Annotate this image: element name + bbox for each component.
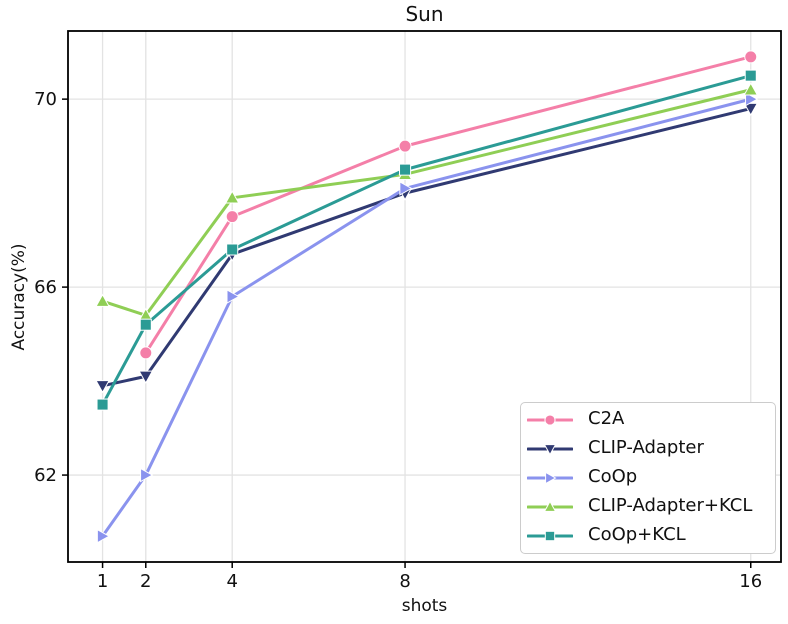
x-axis-label: shots (401, 596, 448, 616)
marker-coop-kcl-1 (96, 398, 109, 411)
legend-marker-coop-kcl (544, 530, 556, 541)
legend-swatch-coop (527, 471, 573, 485)
legend-item-coop: CoOp (527, 464, 769, 491)
marker-c2a-4 (225, 210, 239, 224)
marker-c2a-8 (398, 139, 412, 153)
marker-clip-adapter-2 (138, 370, 154, 384)
y-tick-label-66: 66 (34, 277, 57, 298)
x-tick-label-8: 8 (399, 571, 410, 592)
marker-clip-adapter-1 (95, 380, 110, 394)
series-line-clip-adapter (101, 107, 753, 388)
marker-coop-16 (745, 91, 759, 107)
x-tick-label-2: 2 (140, 571, 151, 592)
legend-item-c2a: C2A (527, 407, 769, 434)
legend-item-clip-adapter: CLIP-Adapter (527, 436, 769, 463)
marker-coop-kcl-2 (139, 318, 152, 331)
marker-coop-2 (140, 467, 154, 483)
marker-coop-kcl-4 (226, 243, 239, 256)
y-tick-label-70: 70 (34, 89, 57, 110)
marker-c2a-2 (139, 346, 153, 360)
marker-coop-4 (226, 289, 240, 304)
legend-label-c2a: C2A (588, 408, 625, 430)
series-line-c2a (144, 55, 753, 355)
legend-marker-c2a (544, 414, 556, 426)
marker-clip-adapter-kcl-1 (95, 293, 110, 307)
legend-label-clip-adapter-kcl: CLIP-Adapter+KCL (588, 494, 753, 516)
legend: C2A CLIP-Adapter CoOp CLIP-Adapter+KCL CoOp+… (520, 402, 776, 554)
marker-clip-adapter-16 (743, 102, 759, 117)
legend-swatch-clip-adapter-kcl (527, 500, 573, 512)
marker-coop-kcl-8 (399, 163, 412, 176)
legend-item-coop-kcl: CoOp+KCL (527, 522, 769, 549)
legend-item-clip-adapter-kcl: CLIP-Adapter+KCL (527, 493, 769, 520)
legend-label-coop: CoOp (588, 465, 638, 487)
marker-clip-adapter-kcl-16 (743, 82, 759, 96)
chart-title: Sun (405, 2, 444, 26)
x-tick-label-16: 16 (739, 571, 762, 592)
legend-label-coop-kcl: CoOp+KCL (588, 523, 686, 545)
marker-c2a-16 (744, 50, 758, 64)
marker-clip-adapter-kcl-4 (224, 190, 240, 204)
marker-coop-kcl-16 (744, 69, 757, 82)
marker-coop-8 (399, 181, 413, 196)
x-tick-label-1: 1 (97, 571, 108, 592)
legend-swatch-c2a (527, 414, 573, 426)
plot-border (67, 30, 782, 563)
legend-marker-coop (545, 471, 557, 485)
y-axis-label: Accuracy(%) (9, 243, 29, 351)
legend-marker-clip-adapter (543, 444, 557, 456)
legend-marker-clip-adapter-kcl (543, 500, 557, 512)
marker-coop-1 (96, 528, 111, 544)
x-tick-label-4: 4 (226, 571, 237, 592)
y-tick-label-62: 62 (34, 465, 57, 486)
legend-label-clip-adapter: CLIP-Adapter (588, 437, 704, 459)
legend-swatch-coop-kcl (527, 530, 573, 541)
legend-swatch-clip-adapter (527, 444, 573, 456)
